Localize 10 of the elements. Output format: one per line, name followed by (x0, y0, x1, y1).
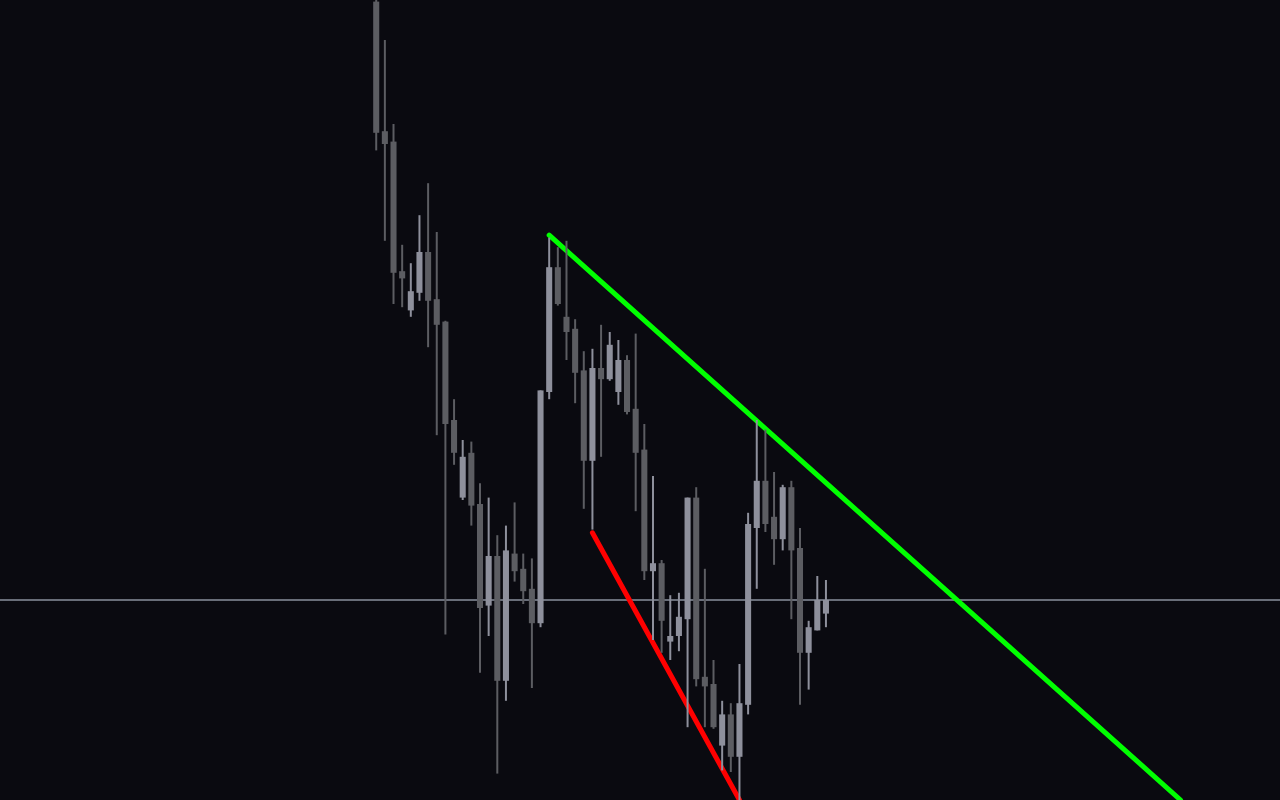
candlestick (381, 39, 388, 242)
candlestick (563, 239, 570, 361)
candlestick (598, 323, 605, 458)
candlestick (433, 231, 440, 437)
candlestick (771, 471, 778, 566)
candlestick (520, 552, 527, 605)
candlestick (511, 501, 518, 583)
candlestick (407, 262, 414, 318)
candlestick (701, 567, 708, 729)
candlestick (399, 243, 406, 309)
